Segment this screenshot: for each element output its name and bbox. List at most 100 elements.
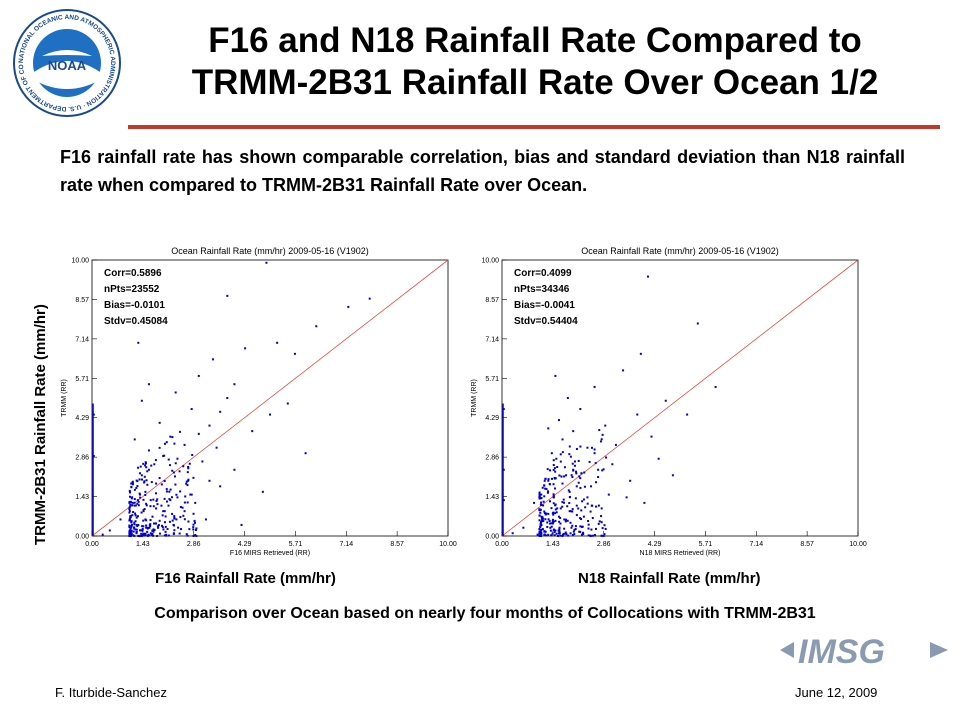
data-point (144, 464, 147, 467)
data-point (134, 520, 137, 523)
data-point (650, 435, 653, 438)
data-point (146, 534, 149, 537)
data-point (129, 503, 132, 506)
data-point (555, 532, 558, 535)
y-tick-label: 2.86 (485, 455, 499, 462)
data-point (564, 518, 567, 521)
data-point (156, 525, 159, 528)
data-point (185, 480, 188, 483)
data-point (547, 478, 550, 481)
data-point (544, 513, 547, 516)
data-point (599, 440, 602, 443)
data-point (561, 505, 564, 508)
data-point (572, 530, 575, 533)
data-point (545, 512, 548, 515)
data-point (549, 529, 552, 532)
x-tick-label: 8.57 (800, 541, 814, 548)
data-point (540, 532, 543, 535)
data-point (573, 464, 576, 467)
data-point (158, 477, 161, 480)
data-point (131, 514, 134, 517)
data-point (187, 478, 190, 481)
data-point (546, 521, 549, 524)
data-point (595, 505, 598, 508)
data-point (573, 533, 576, 536)
data-point (156, 503, 159, 506)
data-point (600, 515, 603, 518)
data-point (540, 524, 543, 527)
data-point (601, 433, 604, 436)
data-point (134, 504, 137, 507)
data-point (143, 480, 146, 483)
data-point (155, 507, 158, 510)
data-point (558, 532, 561, 535)
data-point (190, 408, 193, 411)
data-point (153, 529, 156, 532)
data-point (552, 496, 555, 499)
data-point (142, 525, 145, 528)
data-point (163, 442, 166, 445)
data-point (540, 504, 543, 507)
data-point (544, 477, 547, 480)
data-point (128, 491, 131, 494)
data-point (139, 529, 142, 532)
data-point (193, 519, 196, 522)
data-point (128, 506, 131, 509)
data-point (134, 514, 137, 517)
data-point (192, 476, 195, 479)
data-point (600, 507, 603, 510)
data-point (552, 464, 555, 467)
data-point (128, 530, 131, 533)
data-point (502, 408, 505, 411)
n18-scatter-svg: Ocean Rainfall Rate (mm/hr) 2009-05-16 (… (471, 246, 867, 557)
data-point (304, 452, 307, 455)
data-point (136, 485, 139, 488)
data-point (594, 527, 597, 530)
data-point (128, 511, 131, 514)
data-point (145, 526, 148, 529)
data-point (593, 448, 596, 451)
data-point (600, 521, 603, 524)
data-point (129, 528, 132, 531)
data-point (558, 528, 561, 531)
data-point (622, 369, 625, 372)
data-point (153, 522, 156, 525)
data-point (538, 519, 541, 522)
data-point (561, 438, 564, 441)
data-point (219, 485, 222, 488)
data-point (562, 533, 565, 536)
data-point (538, 493, 541, 496)
y-tick-label: 7.14 (485, 336, 499, 343)
data-point (594, 481, 597, 484)
data-point (577, 507, 580, 510)
data-point (159, 532, 162, 535)
data-point (173, 475, 176, 478)
data-point (133, 498, 136, 501)
data-point (173, 517, 176, 520)
data-point (195, 527, 198, 530)
data-point (166, 500, 169, 503)
n18-scatter-plot: Ocean Rainfall Rate (mm/hr) 2009-05-16 (… (470, 240, 890, 560)
data-point (568, 453, 571, 456)
data-point (563, 527, 566, 530)
data-point (143, 481, 146, 484)
plot-title: Ocean Rainfall Rate (mm/hr) 2009-05-16 (… (581, 246, 779, 256)
data-point (153, 463, 156, 466)
data-point (556, 466, 559, 468)
data-point (188, 528, 191, 531)
data-point (128, 495, 131, 498)
data-point (550, 507, 553, 510)
data-point (188, 462, 191, 465)
data-point (226, 397, 229, 399)
data-point (538, 514, 541, 517)
data-point (138, 472, 141, 475)
data-point (129, 532, 132, 535)
data-point (157, 526, 160, 529)
data-point (130, 525, 133, 528)
data-point (567, 489, 570, 492)
data-point (502, 468, 505, 471)
data-point (131, 483, 134, 486)
data-point (215, 446, 218, 449)
y-tick-label: 2.86 (75, 455, 89, 462)
data-point (265, 261, 268, 264)
